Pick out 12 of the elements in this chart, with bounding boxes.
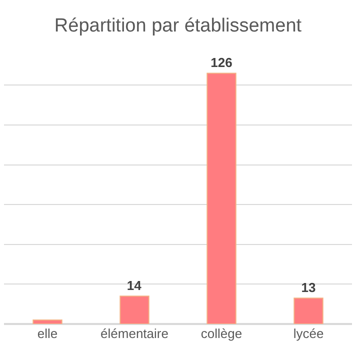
data-label: 14 (126, 278, 142, 294)
x-tick-label: collège (200, 326, 242, 341)
data-label: 13 (301, 280, 316, 296)
data-label: 126 (210, 55, 232, 70)
x-tick-label: lycée (293, 326, 324, 341)
x-tick-label: elle (37, 326, 58, 341)
bar (120, 296, 150, 324)
x-tick-label: élémentaire (100, 326, 168, 341)
bar (32, 320, 62, 324)
chart-title: Répartition par établissement (54, 16, 302, 36)
bar (294, 298, 324, 324)
bar (206, 72, 236, 324)
